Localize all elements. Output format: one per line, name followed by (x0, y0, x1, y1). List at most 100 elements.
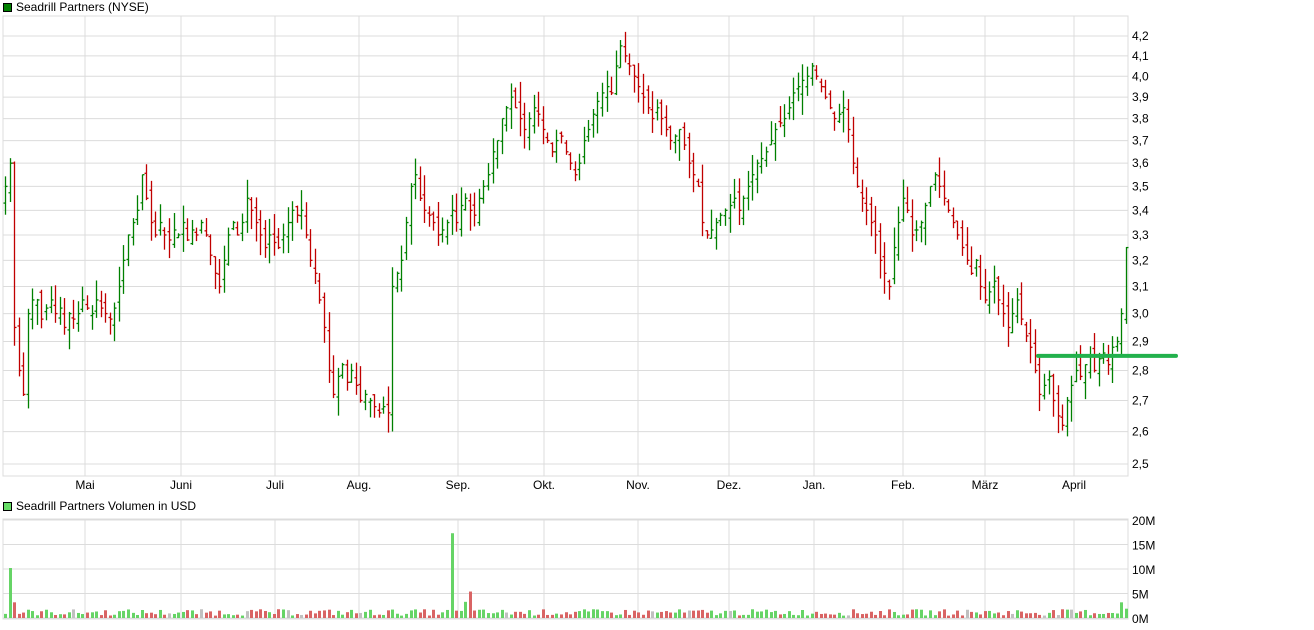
ohlc-bar (222, 245, 227, 293)
ohlc-bar (1060, 404, 1065, 431)
volume-bar (961, 615, 964, 618)
ohlc-bar (249, 197, 254, 230)
ohlc-bar (71, 299, 76, 329)
volume-bar (779, 614, 782, 618)
volume-bar (473, 610, 476, 618)
volume-bar (63, 614, 66, 618)
volume-bar (59, 614, 62, 618)
price-legend-swatch (3, 2, 12, 12)
volume-bar (291, 615, 294, 618)
volume-bar (915, 609, 918, 618)
volume-bar (1089, 615, 1092, 618)
ohlc-bar (176, 233, 181, 239)
ohlc-bar (759, 142, 764, 174)
ohlc-bar (500, 117, 505, 155)
ohlc-bar (390, 267, 395, 432)
volume-bar (50, 612, 53, 618)
ohlc-bar (336, 367, 341, 416)
ohlc-bar (677, 128, 682, 161)
volume-bar (287, 610, 290, 618)
ohlc-bar (1110, 336, 1115, 383)
ohlc-bar (327, 312, 332, 383)
volume-bar (952, 614, 955, 618)
month-label: Sep. (446, 478, 471, 492)
volume-bar (606, 611, 609, 618)
volume-bar (874, 614, 877, 618)
ohlc-bar (791, 77, 796, 121)
price-tick-label: 4,0 (1132, 69, 1149, 83)
volume-bar (806, 615, 809, 618)
volume-bar (259, 609, 262, 618)
ohlc-bar (869, 196, 874, 237)
ohlc-bar (185, 218, 190, 242)
volume-bar (282, 609, 285, 618)
volume-bar (820, 613, 823, 618)
ohlc-bar (782, 104, 787, 138)
volume-bar (122, 610, 125, 618)
volume-bar (988, 610, 991, 618)
volume-bar (469, 591, 472, 618)
volume-bar (888, 609, 891, 618)
volume-bar (765, 609, 768, 618)
ohlc-bar (53, 285, 58, 323)
ohlc-bar (896, 206, 901, 261)
ohlc-bar (1033, 329, 1038, 374)
volume-bar (669, 612, 672, 618)
volume-bar (350, 609, 353, 618)
ohlc-bar (76, 301, 81, 332)
ohlc-bar (823, 79, 828, 100)
volume-bar (150, 612, 153, 618)
volume-bar (824, 613, 827, 618)
ohlc-bar (58, 296, 63, 325)
ohlc-bar (600, 82, 605, 117)
volume-bar (592, 609, 595, 618)
ohlc-bar (167, 218, 172, 259)
ohlc-bar (1083, 363, 1088, 400)
volume-bar (1098, 613, 1101, 618)
volume-legend-swatch (3, 501, 12, 511)
ohlc-bar (750, 154, 755, 201)
ohlc-bar (855, 157, 860, 188)
volume-bar (934, 615, 937, 618)
volume-bar (879, 611, 882, 618)
volume-bar (318, 610, 321, 618)
volume-bar (1075, 612, 1078, 618)
volume-bar (724, 610, 727, 618)
ohlc-bar (504, 105, 509, 132)
volume-bar (747, 614, 750, 618)
volume-bar (505, 612, 508, 618)
volume-bar (1038, 614, 1041, 618)
ohlc-bar (550, 142, 555, 158)
month-label: Nov. (626, 478, 650, 492)
volume-bar (555, 613, 558, 618)
volume-bar (792, 614, 795, 618)
volume-bar (783, 613, 786, 618)
ohlc-bar (705, 230, 710, 239)
ohlc-bar (90, 305, 95, 330)
volume-bar (346, 612, 349, 618)
volume-bar (478, 609, 481, 618)
volume-bar (615, 615, 618, 618)
volume-bar (40, 611, 43, 618)
ohlc-bar (919, 220, 924, 243)
volume-bar (842, 615, 845, 618)
volume-bar (706, 612, 709, 618)
volume-bar (414, 609, 417, 618)
ohlc-bar (477, 188, 482, 226)
volume-bar (154, 614, 157, 618)
ohlc-bar (12, 161, 17, 346)
ohlc-bar (1097, 352, 1102, 387)
ohlc-bar (117, 266, 122, 322)
price-tick-label: 4,2 (1132, 29, 1149, 43)
ohlc-bar (99, 290, 104, 318)
ohlc-bar (595, 91, 600, 134)
ohlc-bar (322, 292, 327, 343)
ohlc-bar (172, 213, 177, 248)
volume-bar (519, 611, 522, 618)
ohlc-bar (573, 161, 578, 182)
ohlc-bar (286, 207, 291, 254)
ohlc-bar (828, 90, 833, 110)
volume-bar (993, 613, 996, 618)
ohlc-bar (240, 213, 245, 242)
ohlc-bar (1101, 343, 1106, 364)
